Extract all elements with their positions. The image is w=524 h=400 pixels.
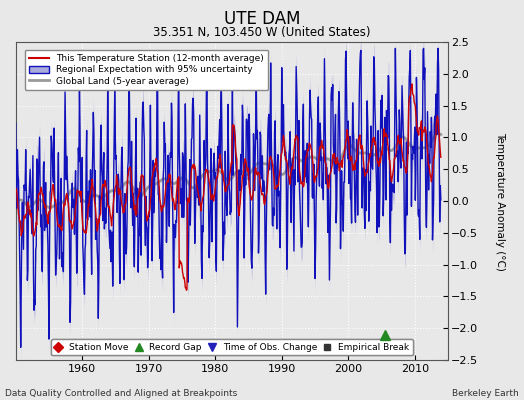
Y-axis label: Temperature Anomaly (°C): Temperature Anomaly (°C): [495, 132, 505, 270]
Legend: Station Move, Record Gap, Time of Obs. Change, Empirical Break: Station Move, Record Gap, Time of Obs. C…: [51, 339, 412, 356]
Text: 35.351 N, 103.450 W (United States): 35.351 N, 103.450 W (United States): [153, 26, 371, 39]
Text: UTE DAM: UTE DAM: [224, 10, 300, 28]
Text: Data Quality Controlled and Aligned at Breakpoints: Data Quality Controlled and Aligned at B…: [5, 389, 237, 398]
Text: Berkeley Earth: Berkeley Earth: [452, 389, 519, 398]
